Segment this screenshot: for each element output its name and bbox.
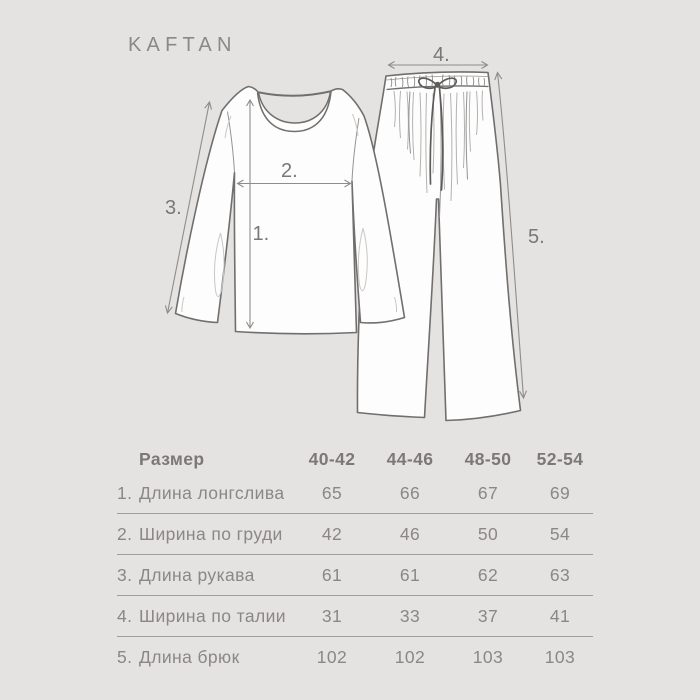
fold-hints [181, 113, 398, 313]
cell-value: 66 [399, 482, 421, 503]
drawstring-bow [417, 77, 458, 191]
longsleeve-drawing [174, 85, 406, 335]
pants-drawing [356, 71, 522, 422]
size-table-header: Размер 40-42 44-46 48-50 52-54 [117, 446, 593, 473]
size-column-title: Размер [139, 449, 205, 469]
table-row-sleeve-length: 3. Длина рукава 61 61 62 63 [117, 555, 593, 596]
row-number: 2. [117, 523, 133, 544]
cell-value: 69 [549, 482, 571, 503]
cell-value: 62 [477, 564, 499, 585]
drawstring-knot [434, 81, 441, 88]
row-number: 1. [117, 482, 133, 503]
row-number: 4. [117, 605, 133, 626]
waistband-stitch-line [386, 75, 489, 81]
dimension-arrow-5 [494, 71, 528, 400]
dimension-label-4: 4. [433, 44, 450, 66]
table-row-pants-length: 5. Длина брюк 102 102 103 103 [117, 637, 593, 677]
size-header-40-42: 40-42 [308, 449, 356, 469]
cell-value: 54 [549, 523, 571, 544]
dimension-arrow-3 [164, 100, 213, 315]
cell-value: 31 [321, 605, 343, 626]
dimension-label-1: 1. [253, 223, 270, 245]
neck-opening [257, 90, 332, 124]
size-diagram: 1. 2. 3. 4. 5. [164, 44, 545, 422]
cell-value: 103 [544, 646, 576, 667]
dimension-arrow-2 [236, 179, 352, 188]
cell-value: 42 [321, 523, 343, 544]
row-label: Длина рукава [139, 564, 255, 585]
cell-value: 41 [549, 605, 571, 626]
size-header-52-54: 52-54 [536, 449, 584, 469]
cell-value: 67 [477, 482, 499, 503]
size-table: Размер 40-42 44-46 48-50 52-54 1. Длина л… [112, 446, 593, 677]
row-label: Ширина по груди [139, 523, 283, 544]
cell-value: 61 [399, 564, 421, 585]
cell-value: 50 [477, 523, 499, 544]
row-label: Длина брюк [139, 646, 240, 667]
brand-logo: KAFTAN [128, 34, 237, 56]
cell-value: 63 [549, 564, 571, 585]
row-label: Ширина по талии [139, 605, 286, 626]
size-header-48-50: 48-50 [464, 449, 512, 469]
cell-value: 33 [399, 605, 421, 626]
neck-band [256, 91, 332, 133]
cell-value: 102 [316, 646, 348, 667]
cell-value: 61 [321, 564, 343, 585]
dimension-label-3: 3. [165, 197, 182, 219]
longsleeve-outline [174, 85, 406, 335]
cell-value: 102 [394, 646, 426, 667]
cell-value: 46 [399, 523, 421, 544]
row-number: 3. [117, 564, 133, 585]
table-row-chest-width: 2. Ширина по груди 42 46 50 54 [117, 514, 593, 555]
row-label: Длина лонгслива [139, 482, 285, 503]
dimension-label-5: 5. [528, 226, 545, 248]
row-number: 5. [117, 646, 133, 667]
dimension-arrow-4 [387, 61, 489, 69]
armhole-seams [227, 111, 360, 182]
dimension-label-2: 2. [281, 160, 298, 182]
cell-value: 37 [477, 605, 499, 626]
table-row-waist-width: 4. Ширина по талии 31 33 37 41 [117, 596, 593, 637]
size-header-44-46: 44-46 [386, 449, 434, 469]
cell-value: 65 [321, 482, 343, 503]
dimension-arrows [164, 61, 528, 400]
dimension-arrow-1 [246, 98, 254, 330]
cell-value: 103 [472, 646, 504, 667]
table-row-top-length: 1. Длина лонгслива 65 66 67 69 [117, 473, 593, 514]
